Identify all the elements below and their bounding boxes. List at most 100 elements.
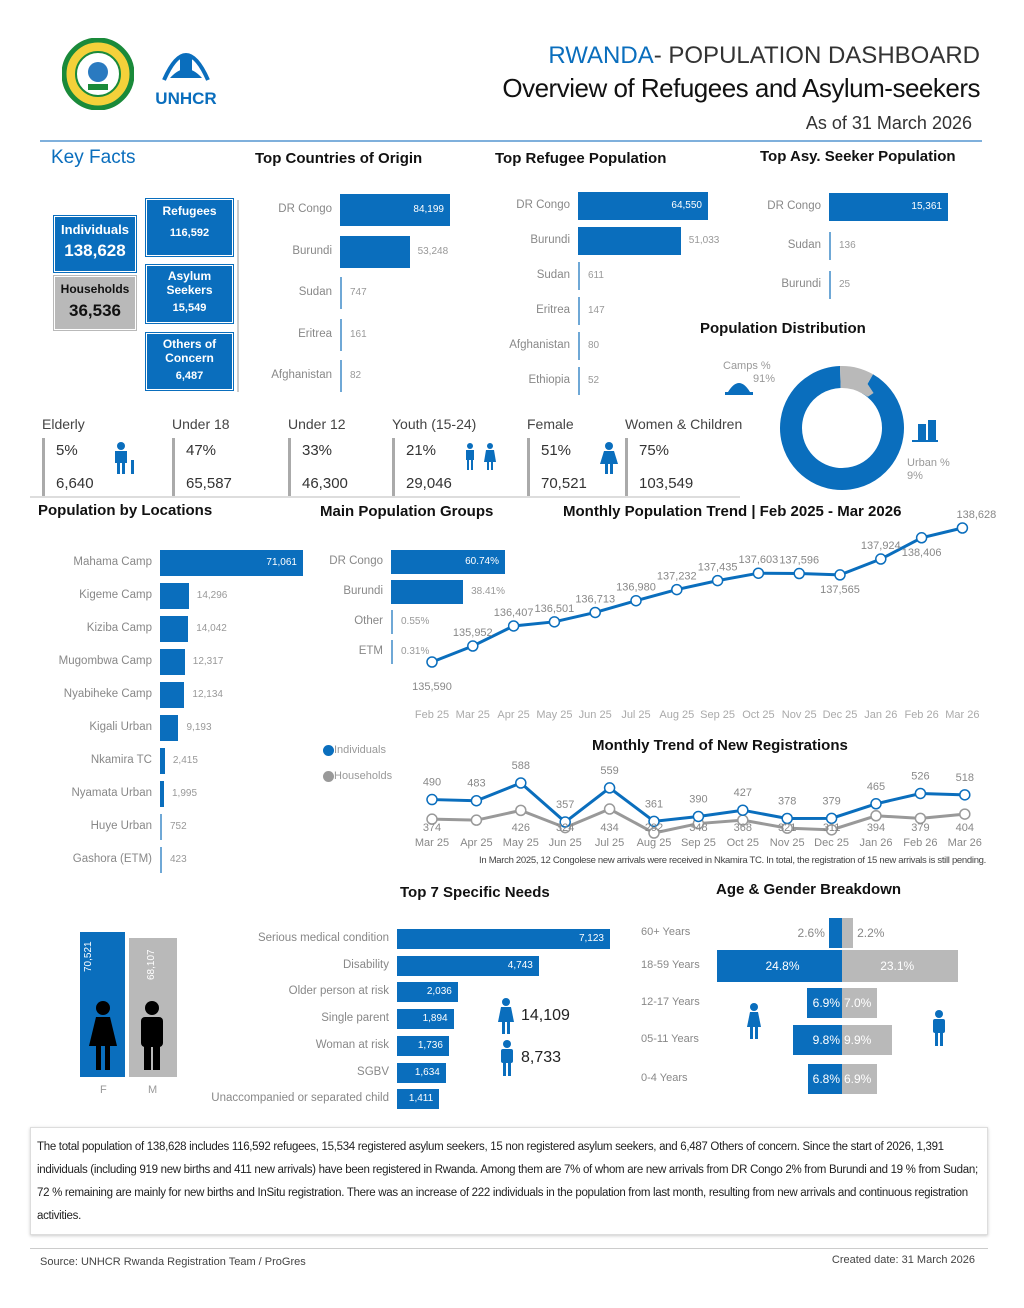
needs-value-label: 4,743 (507, 959, 533, 971)
stat-4: Female 51% 70,521 (527, 416, 647, 498)
households-box: Households 36,536 (54, 276, 136, 330)
female-age-label: 24.8% (765, 959, 800, 973)
individuals-box: Individuals 138,628 (54, 216, 136, 272)
donut-slice-camps (780, 366, 904, 490)
age_gender-category-label: 60+ Years (641, 926, 691, 938)
households-point (825, 824, 838, 836)
households-data-label: 348 (689, 822, 707, 834)
male-age-label: 23.1% (880, 959, 915, 973)
locations-category-label: Nkamira TC (90, 754, 152, 766)
individuals-point (648, 815, 660, 828)
locations-value-label: 14,296 (196, 590, 228, 601)
trend-point (467, 640, 479, 652)
needs-male-icon (500, 1040, 514, 1081)
individuals-data-label: 588 (512, 760, 530, 772)
summary-box: The total population of 138,628 includes… (30, 1127, 988, 1235)
households-data-label: 394 (867, 822, 885, 834)
trend-point (507, 620, 520, 632)
locations-bar (160, 715, 179, 741)
trend-data-label: 136,713 (575, 593, 615, 605)
households-data-label: 434 (600, 822, 618, 834)
households-point (515, 804, 527, 817)
individuals-label: Individuals (61, 222, 129, 237)
households-data-label: 292 (645, 822, 663, 834)
needs-value-label: 1,411 (408, 1093, 434, 1105)
camp-icon (724, 372, 754, 401)
female-icon (599, 442, 619, 481)
legend-individuals[interactable]: Individuals (323, 744, 386, 756)
trend-x-tick: May 25 (536, 709, 572, 721)
male-total-value: 68,107 (146, 949, 157, 980)
groups-bar (391, 610, 393, 634)
origin-bar (340, 277, 342, 309)
households-data-label: 311 (823, 822, 841, 834)
stat-count: 103,549 (639, 475, 694, 492)
needs-category-label: Woman at risk (315, 1038, 389, 1051)
registrations-x-tick: Oct 25 (727, 837, 759, 849)
trend-x-tick: Nov 25 (782, 709, 817, 721)
needs-bar (397, 1035, 449, 1056)
trend-point (956, 522, 969, 534)
origin-value-label: 161 (350, 328, 367, 340)
trend-x-tick: Mar 26 (945, 709, 979, 721)
trend-data-label: 137,232 (657, 571, 697, 583)
registrations-x-tick: Feb 26 (903, 837, 937, 849)
stat-0: Elderly 5% 6,640 (42, 416, 162, 498)
individuals-data-label: 465 (867, 781, 885, 793)
individuals-point (959, 789, 971, 801)
stat-divider (288, 438, 291, 498)
needs-value-label: 1,634 (414, 1066, 440, 1078)
needs-bar (397, 1062, 446, 1083)
groups-category-label: Other (354, 615, 383, 627)
households-point (426, 813, 438, 825)
trend-x-tick: Dec 25 (823, 709, 858, 721)
individuals-point (559, 816, 571, 828)
trend-data-label: 137,565 (820, 584, 860, 596)
male-age-label: 9.9% (844, 1033, 872, 1047)
origin-category-label: DR Congo (278, 203, 332, 215)
trend-x-tick: Oct 25 (742, 709, 774, 721)
registrations-x-tick: Nov 25 (770, 837, 805, 849)
households-point (470, 814, 483, 826)
needs-value-label: 1,894 (422, 1013, 448, 1025)
registrations-x-tick: Jun 25 (549, 837, 582, 849)
age_gender-category-label: 18-59 Years (641, 959, 700, 971)
origin-value-label: 84,199 (413, 204, 444, 215)
trend-data-label: 138,406 (902, 547, 942, 559)
locations-category-label: Kigali Urban (89, 721, 152, 733)
as-of-date: As of 31 March 2026 (805, 113, 972, 133)
origin-bar (340, 360, 342, 392)
asylum-value: 15,549 (172, 302, 207, 314)
refugee-category-label: DR Congo (516, 199, 570, 211)
trend-point (915, 532, 928, 544)
locations-value-label: 1,995 (172, 788, 198, 799)
individuals-point (737, 804, 749, 816)
male-age-label: 6.9% (844, 1072, 872, 1086)
households-data-label: 321 (778, 822, 796, 834)
refugee-bar (578, 332, 580, 360)
title-country: RWANDA (548, 42, 654, 69)
age-female-icon (747, 1003, 761, 1044)
needs-title: Top 7 Specific Needs (400, 884, 550, 901)
individuals-point (603, 782, 616, 794)
individuals-data-label: 526 (911, 770, 929, 782)
registrations-x-tick: Dec 25 (814, 837, 849, 849)
individuals-point (426, 793, 438, 806)
registrations-x-tick: Sep 25 (681, 837, 716, 849)
origin-bar (340, 194, 450, 226)
individuals-point (914, 787, 927, 800)
registrations-title: Monthly Trend of New Registrations (592, 737, 848, 754)
stat-percent: 51% (541, 442, 572, 459)
legend-households[interactable]: Households (323, 770, 392, 782)
asylum-category-label: Sudan (787, 239, 821, 251)
trend-x-tick: Feb 26 (904, 709, 938, 721)
individuals-data-label: 559 (600, 765, 618, 777)
rwanda-seal-logo (61, 37, 135, 115)
locations-value-label: 752 (170, 821, 187, 832)
locations-category-label: Mahama Camp (73, 556, 152, 568)
individuals-line (431, 781, 965, 824)
households-point (914, 812, 927, 825)
households-data-label: 426 (512, 822, 530, 834)
stat-1: Under 18 47% 65,587 (172, 416, 292, 498)
male-age-label: 7.0% (844, 996, 872, 1010)
